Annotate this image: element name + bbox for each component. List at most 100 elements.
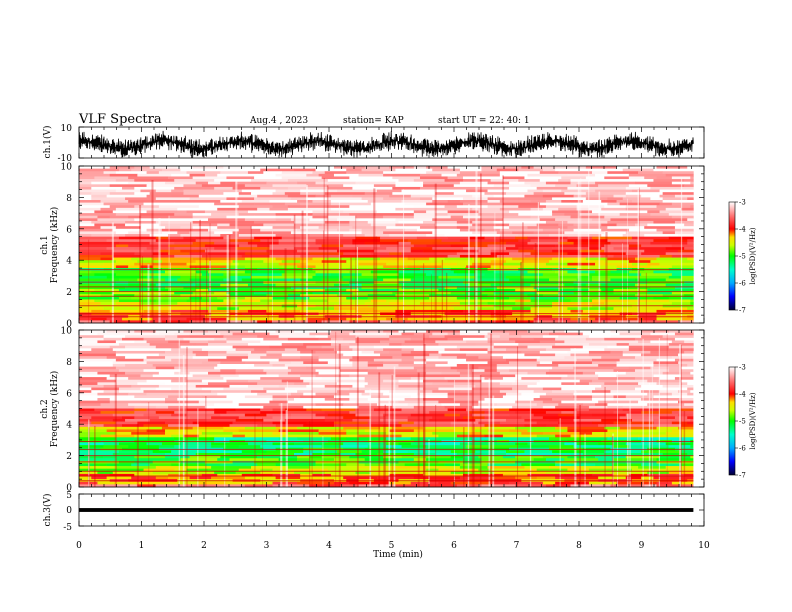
- ch1-spectrogram-cell: [373, 213, 415, 217]
- ch2-spectrogram-cell: [223, 387, 264, 391]
- ch1-spectrogram-cell: [552, 320, 568, 324]
- ch2-spectrogram-cell: [493, 343, 519, 346]
- ch1-spectrogram-cell: [539, 202, 571, 206]
- ch1-spectrogram-cell: [650, 218, 688, 222]
- ch1-spectrogram-cell: [189, 231, 215, 235]
- ch1-spectrogram-cell: [189, 252, 209, 256]
- ch1-spectrogram-cell: [472, 192, 485, 196]
- ch1-spectrogram-cell: [484, 192, 507, 196]
- ch2-spectrogram-cell: [521, 471, 547, 475]
- ch2-spectrogram-cell: [613, 458, 633, 462]
- ch2-spectrogram-cell: [466, 358, 507, 362]
- ch2-spectrogram-cell: [438, 356, 458, 360]
- ch2-spectrogram-burst: [529, 393, 532, 487]
- ch2-spectrogram-cell: [395, 374, 424, 378]
- ch1-spectrogram-cell: [269, 278, 286, 282]
- ch1-spectrogram-cell: [266, 288, 295, 292]
- colorbar-tick-label: -5: [739, 418, 746, 426]
- ch1-spectrogram-cell: [419, 288, 439, 292]
- ch2-spectrogram-cell: [570, 348, 605, 352]
- ch2-spectrogram-cell: [398, 364, 436, 367]
- ch1-spectrogram-cell: [542, 189, 562, 193]
- ch2-spectrogram-cell: [582, 332, 620, 336]
- ch1-spectrogram-cell: [128, 181, 166, 185]
- ch1-spectrogram-cell: [238, 228, 261, 232]
- ch1-spectrogram-cell: [186, 317, 227, 321]
- ch2-spectrogram-cell: [376, 476, 415, 480]
- ch1-spectrogram-cell: [484, 288, 516, 292]
- ch1-spectrogram-cell: [115, 213, 141, 217]
- ch1-spectrogram-cell: [79, 197, 92, 201]
- ch1-spectrogram-cell: [214, 291, 227, 295]
- ch2-spectrogram-cell: [297, 390, 338, 394]
- ch2-spectrogram-cell: [687, 416, 694, 420]
- ch1-spectrogram-cell: [423, 291, 436, 295]
- ch1-spectrogram-burst: [293, 214, 296, 323]
- ch1-spectrogram-cell: [601, 288, 614, 292]
- ch1-spectrogram-cell: [364, 166, 390, 169]
- ch2-spectrogram-cell: [361, 392, 384, 396]
- ch1-spectrogram-cell: [509, 278, 550, 282]
- ch2-spectrogram-cell: [398, 432, 433, 435]
- ch2-spectrogram-cell: [484, 424, 501, 428]
- ch1-spectrogram-cell: [208, 181, 221, 185]
- ch2-spectrogram-cell: [668, 348, 694, 352]
- ch2-spectrogram-cell: [469, 471, 495, 475]
- ch2-spectrogram-cell: [100, 403, 129, 407]
- ch2-spectrogram-cell: [165, 418, 206, 422]
- ch2-spectrogram-cell: [349, 387, 384, 391]
- ch1-spectrogram-cell: [570, 181, 596, 185]
- ch2-spectrogram-cell: [327, 468, 350, 472]
- ch2-spectrogram-cell: [220, 413, 246, 417]
- ch2-spectrogram-cell: [217, 484, 246, 488]
- ch2-spectrogram-cell: [115, 484, 138, 488]
- ch1-spectrogram-cell: [118, 296, 132, 300]
- ch1-spectrogram-cell: [171, 309, 193, 313]
- ch1-spectrogram-cell: [487, 244, 504, 248]
- ch2-spectrogram-cell: [490, 481, 510, 485]
- ch2-spectrogram-cell: [410, 481, 439, 485]
- ch1-spectrogram-cell: [201, 273, 224, 277]
- ch1-spectrogram-cell: [79, 173, 111, 177]
- ch2-spectrogram-cell: [260, 356, 283, 360]
- ch1-spectrogram-cell: [198, 194, 240, 198]
- ch2-spectrogram-cell: [241, 473, 273, 477]
- ch1-spectrogram-cell: [300, 192, 326, 196]
- ch1-spectrogram-cell: [134, 192, 150, 196]
- ch2-spectrogram-cell: [456, 364, 498, 367]
- ch2-spectrogram-cell: [681, 374, 694, 378]
- ch2-spectrogram-cell: [527, 429, 568, 433]
- ch2-spectrogram-cell: [79, 398, 98, 401]
- ch2-spectrogram-cell: [524, 466, 550, 469]
- ch2-spectrogram-cell: [192, 356, 227, 360]
- ch1-spectrogram-cell: [254, 236, 283, 240]
- ch1-spectrogram-cell: [674, 194, 694, 198]
- ch1-spectrogram-cell: [410, 278, 424, 282]
- ch2-spectrogram-cell: [678, 400, 694, 404]
- ch1-spectrogram-cell: [238, 213, 276, 217]
- ch1-spectrogram-cell: [272, 291, 301, 295]
- ch2-spectrogram-cell: [168, 395, 203, 399]
- ch2-spectrogram-cell: [171, 387, 203, 391]
- ch1-spectrogram-cell: [241, 254, 270, 258]
- ch1-spectrogram-cell: [134, 239, 157, 243]
- ch2-spectrogram-cell: [91, 476, 107, 480]
- ch2-spectrogram-cell: [487, 466, 525, 469]
- ch2-spectrogram-cell: [91, 416, 123, 420]
- ch1-spectrogram-cell: [441, 173, 458, 177]
- ch1-spectrogram-cell: [106, 317, 123, 321]
- ch1-spectrogram-cell: [165, 278, 178, 282]
- ch2-spectrogram-cell: [152, 364, 187, 367]
- ch1-spectrogram-cell: [352, 299, 372, 303]
- ch1-spectrogram-cell: [635, 278, 667, 282]
- ch2-spectrogram-cell: [79, 390, 92, 394]
- ch1-spectrogram-cell: [189, 173, 206, 177]
- ch1-spectrogram-cell: [146, 275, 181, 279]
- ch1-spectrogram-cell: [567, 239, 608, 243]
- ch1-spectrogram-cell: [662, 294, 685, 298]
- ch1-spectrogram-cell: [441, 239, 461, 243]
- ch2-spectrogram-cell: [201, 361, 221, 365]
- ch1-spectrogram-cell: [134, 218, 169, 222]
- ch1-spectrogram-cell: [389, 234, 427, 237]
- ch2-spectrogram-cell: [189, 340, 209, 344]
